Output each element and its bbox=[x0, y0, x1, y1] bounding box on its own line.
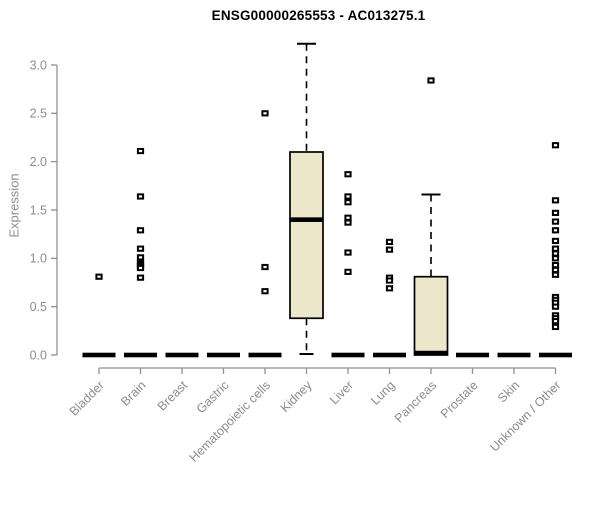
median-bar bbox=[497, 352, 531, 358]
outlier-point bbox=[385, 238, 394, 246]
boxplot-skin bbox=[497, 352, 531, 358]
outlier-point bbox=[136, 254, 145, 261]
boxplot-lung bbox=[373, 238, 406, 358]
x-tick-label-lung: Lung bbox=[368, 378, 398, 408]
x-tick-label-prostate: Prostate bbox=[438, 378, 481, 421]
outlier-point bbox=[136, 193, 145, 200]
x-tick-label-gastric: Gastric bbox=[194, 378, 232, 416]
y-tick-label: 1.0 bbox=[30, 252, 47, 266]
outlier-point bbox=[136, 274, 145, 281]
x-tick-label-pancreas: Pancreas bbox=[392, 378, 439, 425]
x-tick-label-liver: Liver bbox=[327, 378, 356, 407]
outlier-point bbox=[551, 318, 560, 325]
y-tick-label: 0.5 bbox=[30, 300, 47, 314]
boxplot-unknown-other bbox=[539, 142, 572, 358]
x-tick-label-hematopoietic-cells: Hematopoietic cells bbox=[187, 378, 274, 465]
median-bar bbox=[373, 352, 406, 358]
median-bar bbox=[539, 352, 572, 358]
boxplot-gastric bbox=[207, 352, 240, 358]
outlier-point bbox=[551, 255, 560, 262]
median-bar bbox=[124, 352, 157, 358]
outlier-point bbox=[551, 237, 560, 245]
outlier-point bbox=[344, 199, 352, 206]
x-tick-label-kidney: Kidney bbox=[278, 378, 315, 415]
median-bar bbox=[248, 352, 282, 358]
x-tick-label-unknown-other: Unknown / Other bbox=[487, 378, 563, 454]
outlier-point bbox=[344, 268, 352, 275]
median-bar bbox=[456, 352, 489, 358]
outlier-point bbox=[344, 249, 352, 256]
y-tick-label: 1.5 bbox=[30, 203, 47, 217]
outlier-point bbox=[344, 214, 352, 221]
outlier-point bbox=[551, 218, 560, 225]
outlier-point bbox=[551, 209, 560, 217]
outlier-point bbox=[261, 110, 269, 117]
y-tick-label: 3.0 bbox=[30, 58, 47, 72]
median-bar bbox=[207, 352, 240, 358]
boxplot-liver bbox=[331, 171, 365, 358]
chart-title: ENSG00000265553 - AC013275.1 bbox=[211, 8, 426, 23]
outlier-point bbox=[551, 245, 560, 252]
x-tick-label-skin: Skin bbox=[495, 378, 522, 405]
x-tick-label-bladder: Bladder bbox=[67, 378, 107, 418]
outlier-point bbox=[551, 303, 560, 310]
median-bar bbox=[82, 352, 116, 358]
median-bar bbox=[165, 352, 199, 358]
outlier-point bbox=[551, 197, 560, 204]
iqr-box bbox=[413, 275, 449, 356]
outlier-point bbox=[344, 193, 352, 200]
median-bar bbox=[414, 350, 448, 356]
outlier-point bbox=[261, 263, 269, 271]
boxplot-hematopoietic-cells bbox=[248, 110, 282, 358]
outlier-point bbox=[136, 147, 145, 155]
x-tick-label-breast: Breast bbox=[155, 378, 191, 414]
outlier-point bbox=[136, 264, 145, 272]
outlier-point bbox=[551, 323, 560, 331]
iqr-box bbox=[289, 151, 324, 320]
y-axis-title: Expression bbox=[6, 173, 22, 238]
outlier-point bbox=[427, 77, 435, 84]
boxplot-pancreas bbox=[413, 77, 449, 356]
outlier-point bbox=[261, 288, 269, 295]
outlier-point bbox=[95, 273, 103, 280]
outlier-point bbox=[551, 266, 560, 274]
boxplot-bladder bbox=[82, 273, 116, 358]
outlier-point bbox=[551, 142, 560, 149]
y-tick-label: 2.5 bbox=[30, 107, 47, 121]
outlier-point bbox=[344, 171, 352, 178]
outlier-point bbox=[551, 250, 560, 257]
outlier-point bbox=[385, 285, 394, 292]
outlier-point bbox=[551, 271, 560, 278]
outlier-point bbox=[136, 245, 145, 252]
boxplot-brain bbox=[124, 147, 157, 358]
outlier-point bbox=[344, 219, 352, 226]
y-tick-label: 2.0 bbox=[30, 155, 47, 169]
y-tick-label: 0.0 bbox=[30, 348, 47, 362]
x-tick-label-brain: Brain bbox=[118, 378, 149, 409]
outlier-point bbox=[385, 246, 394, 253]
outlier-point bbox=[385, 277, 394, 284]
boxplot-breast bbox=[165, 352, 199, 358]
boxplot-kidney bbox=[289, 42, 324, 356]
outlier-point bbox=[551, 227, 560, 234]
median-bar bbox=[290, 217, 323, 222]
outlier-point bbox=[136, 227, 145, 234]
outlier-point bbox=[551, 262, 560, 269]
boxplot-prostate bbox=[456, 352, 489, 358]
median-bar bbox=[331, 352, 365, 358]
